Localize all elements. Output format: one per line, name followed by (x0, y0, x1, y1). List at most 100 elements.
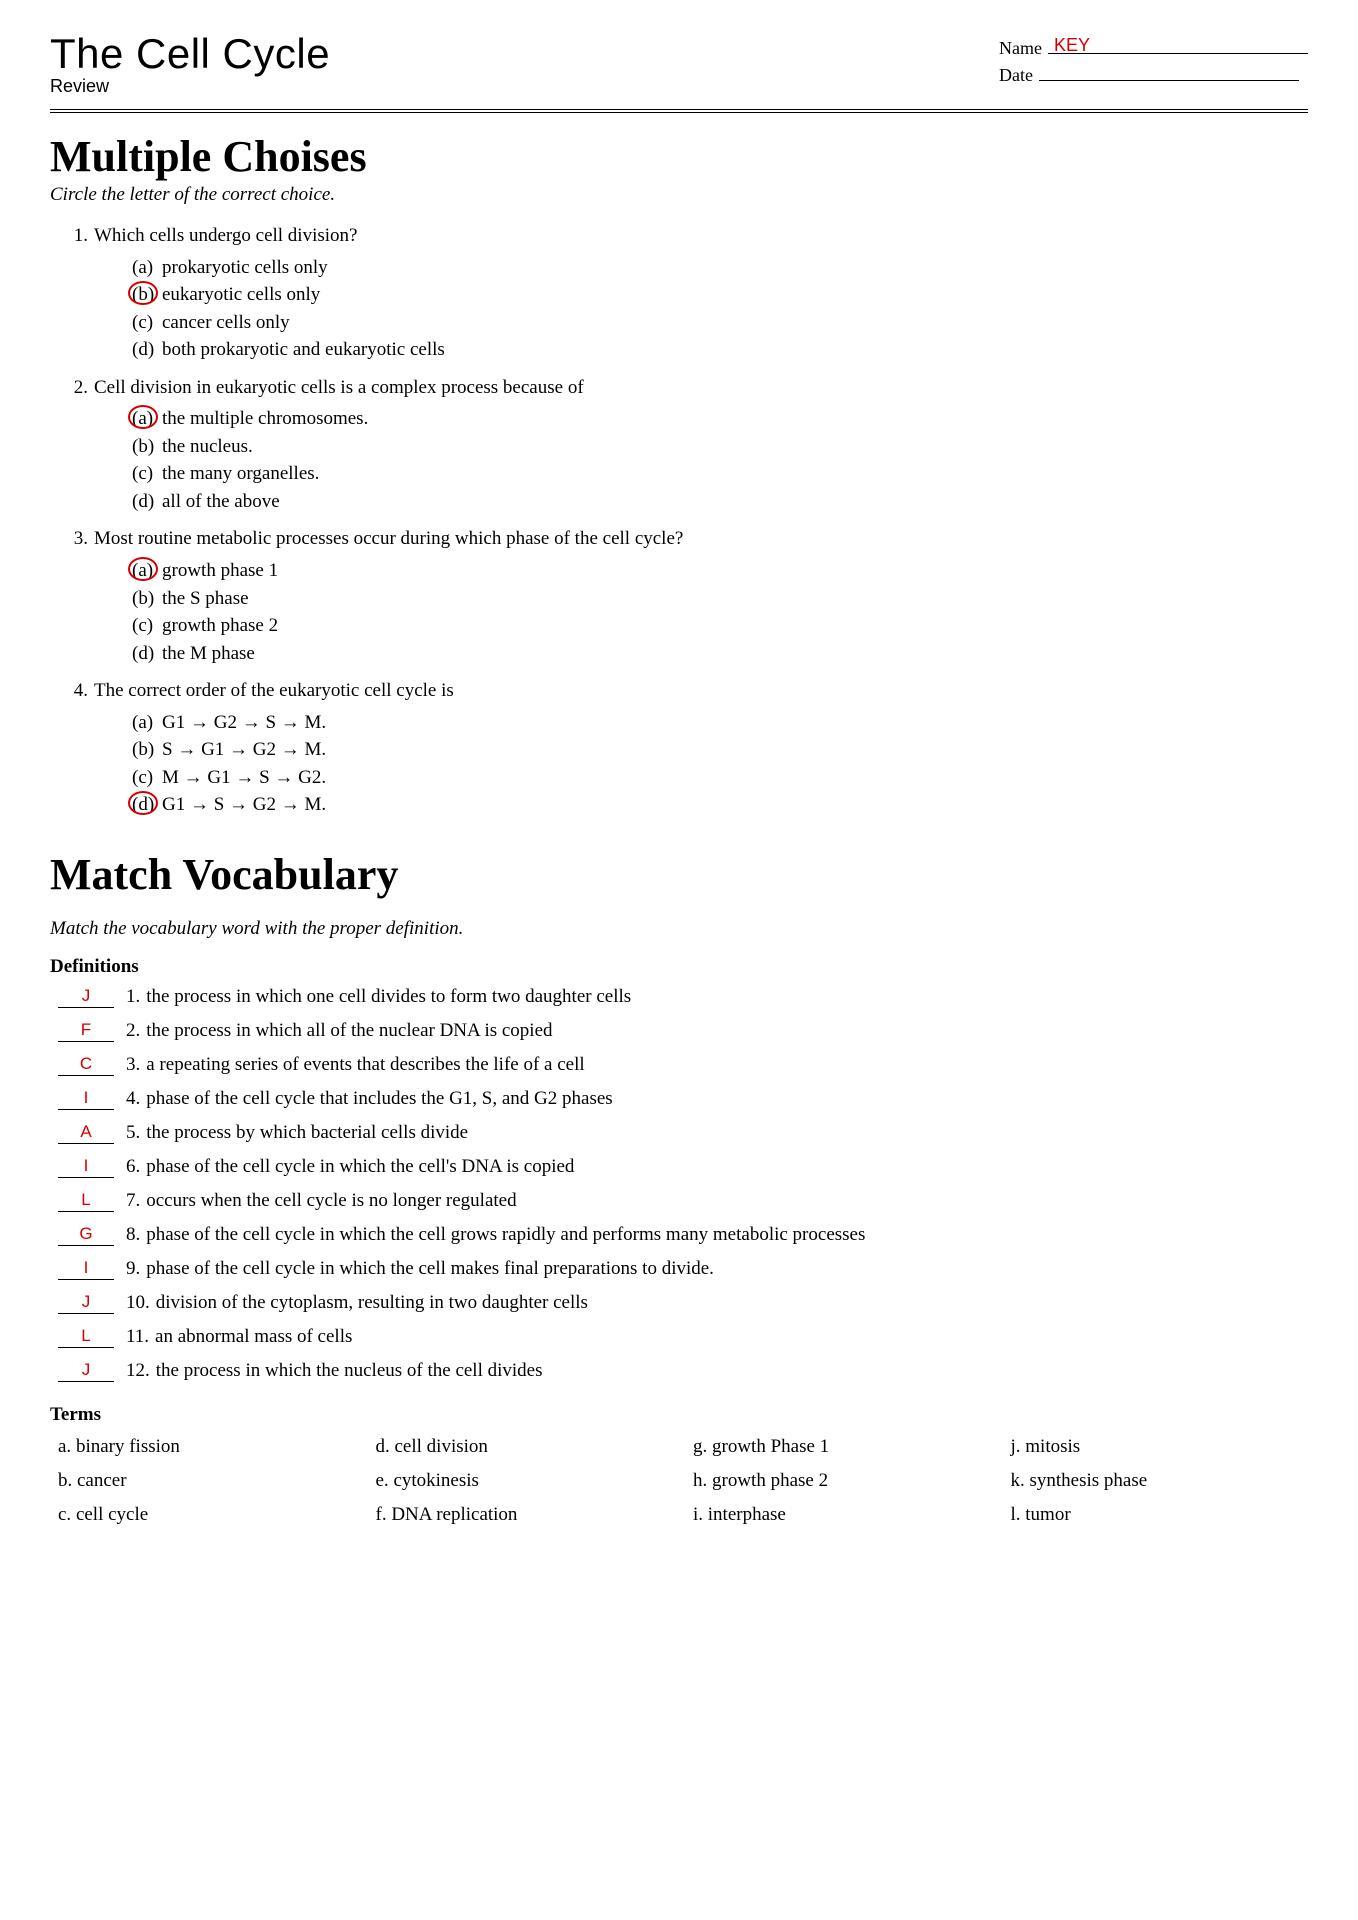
mc-choice-text: the M phase (162, 643, 255, 664)
term-letter: e. (376, 1470, 394, 1491)
terms-heading: Terms (50, 1404, 1308, 1426)
definitions-heading: Definitions (50, 956, 1308, 978)
mc-question-text: 2.Cell division in eukaryotic cells is a… (98, 374, 1308, 402)
mc-choice-text: the nucleus. (162, 436, 253, 457)
term-word: synthesis phase (1030, 1470, 1148, 1491)
mc-choice-letter: (d) (132, 640, 162, 668)
definition-row: G 8. phase of the cell cycle in which the … (58, 1224, 1308, 1246)
mc-choice: (a)growth phase 1 (132, 557, 1308, 585)
term-letter: b. (58, 1470, 77, 1491)
mc-choice-text: G1 → S → G2 → M. (162, 794, 326, 815)
mc-choice: (a)prokaryotic cells only (132, 254, 1308, 282)
mc-question: 4.The correct order of the eukaryotic ce… (98, 677, 1308, 819)
definition-row: L11.an abnormal mass of cells (58, 1326, 1308, 1348)
match-heading: Match Vocabulary (50, 849, 1308, 900)
mc-choice-text: eukaryotic cells only (162, 284, 320, 305)
definition-answer: J (58, 986, 114, 1008)
mc-choice: (c)the many organelles. (132, 460, 1308, 488)
mc-question-text: 4.The correct order of the eukaryotic ce… (98, 677, 1308, 705)
definition-text: phase of the cell cycle in which the cel… (146, 1224, 865, 1246)
term-item: l. tumor (1011, 1504, 1309, 1526)
mc-choice-letter: (d) (132, 791, 162, 819)
mc-choice-letter: (a) (132, 709, 162, 737)
term-item: j. mitosis (1011, 1436, 1309, 1458)
mc-question: 1.Which cells undergo cell division?(a)p… (98, 222, 1308, 364)
definitions-list: J1.the process in which one cell divides… (50, 986, 1308, 1382)
term-word: cell division (395, 1436, 488, 1457)
match-vocab-section: Match Vocabulary Match the vocabulary wo… (50, 849, 1308, 1526)
term-item: c. cell cycle (58, 1504, 356, 1526)
definition-answer: J (58, 1292, 114, 1314)
term-item: k. synthesis phase (1011, 1470, 1309, 1492)
mc-choice: (d)both prokaryotic and eukaryotic cells (132, 336, 1308, 364)
mc-choice-text: M → G1 → S → G2. (162, 767, 326, 788)
term-word: growth phase 2 (712, 1470, 828, 1491)
definition-number: 5. (126, 1122, 140, 1144)
term-word: DNA replication (391, 1504, 517, 1525)
definition-text: phase of the cell cycle in which the cel… (146, 1258, 714, 1280)
mc-choice-letter: (b) (132, 433, 162, 461)
mc-question-text: 3.Most routine metabolic processes occur… (98, 525, 1308, 553)
term-item: i. interphase (693, 1504, 991, 1526)
mc-choice-text: S → G1 → G2 → M. (162, 739, 326, 760)
mc-choice: (a)the multiple chromosomes. (132, 405, 1308, 433)
term-word: interphase (708, 1504, 786, 1525)
definition-row: C3.a repeating series of events that des… (58, 1054, 1308, 1076)
mc-choice-text: the many organelles. (162, 463, 319, 484)
name-row: Name KEY (999, 38, 1308, 59)
mc-choice-text: growth phase 1 (162, 560, 278, 581)
mc-choice-letter: (c) (132, 460, 162, 488)
definition-answer: C (58, 1054, 114, 1076)
definition-text: division of the cytoplasm, resulting in … (156, 1292, 588, 1314)
term-letter: i. (693, 1504, 708, 1525)
definition-answer: I (58, 1258, 114, 1280)
term-word: cell cycle (76, 1504, 148, 1525)
mc-question-number: 4. (68, 677, 94, 705)
term-item: h. growth phase 2 (693, 1470, 991, 1492)
mc-choice-letter: (d) (132, 488, 162, 516)
mc-choice-letter: (c) (132, 309, 162, 337)
mc-instruction: Circle the letter of the correct choice. (50, 184, 1308, 206)
mc-choice: (d)the M phase (132, 640, 1308, 668)
mc-choices: (a)growth phase 1(b)the S phase(c)growth… (132, 557, 1308, 667)
term-item: d. cell division (376, 1436, 674, 1458)
term-word: cytokinesis (393, 1470, 479, 1491)
definition-answer: G (58, 1224, 114, 1246)
mc-choices: (a)prokaryotic cells only(b)eukaryotic c… (132, 254, 1308, 364)
mc-choice-letter: (c) (132, 612, 162, 640)
date-line (1039, 80, 1299, 81)
worksheet-header: The Cell Cycle Review Name KEY Date (50, 30, 1308, 113)
mc-heading: Multiple Choises (50, 131, 1308, 182)
term-item: f. DNA replication (376, 1504, 674, 1526)
term-letter: d. (376, 1436, 395, 1457)
definition-number: 4. (126, 1088, 140, 1110)
definition-text: an abnormal mass of cells (155, 1326, 352, 1348)
definition-answer: F (58, 1020, 114, 1042)
mc-choice-letter: (c) (132, 764, 162, 792)
term-letter: g. (693, 1436, 712, 1457)
name-line: KEY (1048, 53, 1308, 54)
mc-choice: (d)all of the above (132, 488, 1308, 516)
mc-choices: (a)G1 → G2 → S → M.(b)S → G1 → G2 → M.(c… (132, 709, 1308, 819)
mc-choice-text: prokaryotic cells only (162, 257, 328, 278)
mc-choice-letter: (b) (132, 585, 162, 613)
doc-title: The Cell Cycle (50, 30, 330, 78)
definition-number: 8. (126, 1224, 140, 1246)
definition-text: the process by which bacterial cells div… (146, 1122, 468, 1144)
definition-answer: I (58, 1088, 114, 1110)
definition-row: J10.division of the cytoplasm, resulting… (58, 1292, 1308, 1314)
definition-row: I9.phase of the cell cycle in which the … (58, 1258, 1308, 1280)
mc-question: 2.Cell division in eukaryotic cells is a… (98, 374, 1308, 516)
term-letter: j. (1011, 1436, 1026, 1457)
definition-row: F2.the process in which all of the nucle… (58, 1020, 1308, 1042)
definition-answer: I (58, 1156, 114, 1178)
definition-answer: L (58, 1326, 114, 1348)
definition-row: A5.the process by which bacterial cells … (58, 1122, 1308, 1144)
definition-number: 2. (126, 1020, 140, 1042)
definition-number: 6. (126, 1156, 140, 1178)
mc-choice-text: both prokaryotic and eukaryotic cells (162, 339, 445, 360)
name-label: Name (999, 38, 1042, 59)
multiple-choice-section: Multiple Choises Circle the letter of th… (50, 131, 1308, 819)
mc-choice: (b)eukaryotic cells only (132, 281, 1308, 309)
term-word: growth Phase 1 (712, 1436, 829, 1457)
